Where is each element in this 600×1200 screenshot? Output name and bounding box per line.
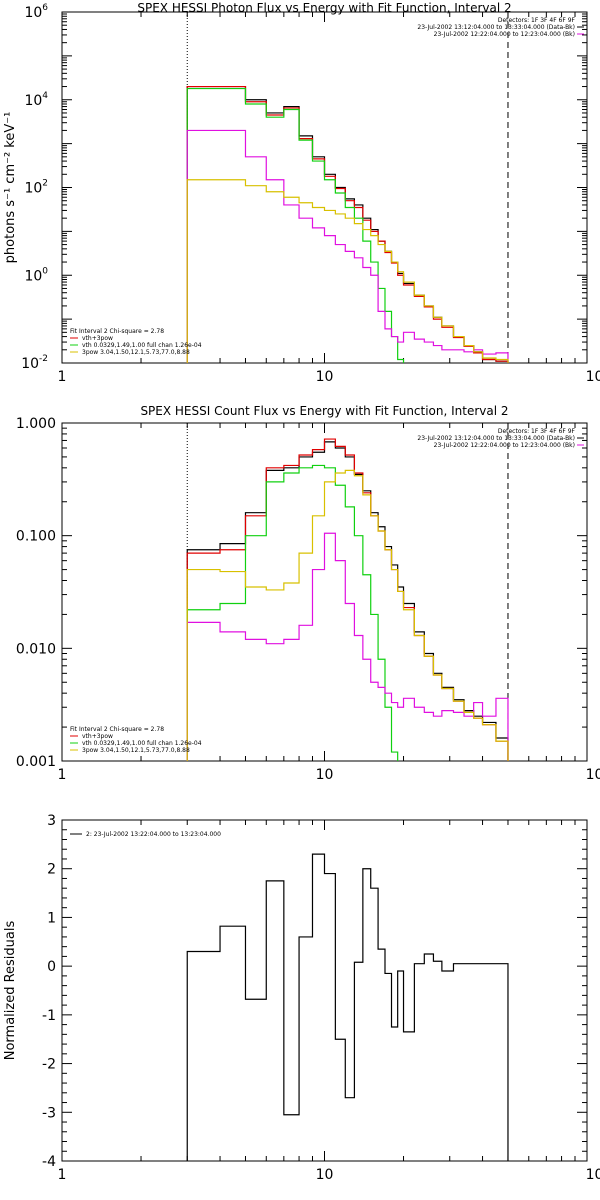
y-tick-label: 0.100 bbox=[16, 529, 56, 545]
legend-header: Fit Interval 2 Chi-square = 2.78 bbox=[70, 726, 164, 733]
series-line-2 bbox=[186, 438, 509, 761]
chart-panel-1: SPEX HESSI Photon Flux vs Energy with Fi… bbox=[3, 1, 600, 385]
y-tick-label: 0 bbox=[47, 959, 56, 975]
y-tick-label: -2 bbox=[42, 1057, 56, 1073]
legend-entry: 2: 23-Jul-2002 13:22:04.000 to 13:23:04.… bbox=[86, 831, 221, 838]
legend-entry: vth+3pow bbox=[82, 733, 113, 740]
info-line: 23-Jul-2002 13:12:04.000 to 13:33:04.000… bbox=[417, 435, 575, 442]
legend-entry: vth 0.0329,1.49,1.00 full chan 1.26e-04 bbox=[82, 740, 202, 747]
y-tick-label: 1.000 bbox=[16, 416, 56, 432]
y-tick-label: -4 bbox=[42, 1154, 56, 1170]
x-tick-label: 10 bbox=[316, 369, 334, 385]
y-tick-label: 0.001 bbox=[16, 754, 56, 770]
y-tick-label: 106 bbox=[24, 3, 48, 21]
y-tick-label: 1 bbox=[47, 910, 56, 926]
series-line-4 bbox=[186, 129, 509, 363]
x-tick-label: 1 bbox=[58, 369, 67, 385]
x-tick-label: 100 bbox=[586, 767, 600, 783]
y-axis-label: photons s⁻¹ cm⁻² keV⁻¹ bbox=[3, 112, 18, 264]
series-line-3 bbox=[186, 464, 399, 761]
y-tick-label: 0.010 bbox=[16, 641, 56, 657]
chart-panel-2: SPEX HESSI Count Flux vs Energy with Fit… bbox=[16, 404, 600, 783]
y-tick-label: 3 bbox=[47, 813, 56, 829]
info-line: 23-Jul-2002 13:12:04.000 to 13:33:04.000… bbox=[417, 24, 575, 31]
series-line-1 bbox=[186, 853, 509, 1161]
series-line-3 bbox=[186, 87, 405, 363]
y-tick-label: -3 bbox=[42, 1105, 56, 1121]
info-line: 23-Jul-2002 12:22:04.000 to 12:23:04.000… bbox=[434, 31, 575, 38]
series-line-1 bbox=[186, 441, 509, 761]
y-axis-label: Normalized Residuals bbox=[3, 921, 18, 1061]
x-tick-label: 1 bbox=[58, 1167, 67, 1183]
series-line-5 bbox=[186, 469, 509, 761]
y-tick-label: 10-2 bbox=[21, 354, 48, 372]
series-line-5 bbox=[186, 179, 509, 363]
y-tick-label: 100 bbox=[24, 266, 48, 284]
x-tick-label: 1 bbox=[58, 767, 67, 783]
x-tick-label: 10 bbox=[316, 767, 334, 783]
info-line: 23-Jul-2002 12:22:04.000 to 12:23:04.000… bbox=[434, 442, 575, 449]
legend-entry: vth+3pow bbox=[82, 335, 113, 342]
y-tick-label: 104 bbox=[24, 91, 48, 109]
y-tick-label: 102 bbox=[24, 179, 48, 197]
info-line: Detectors: 1F 3F 4F 6F 9F bbox=[498, 428, 576, 435]
y-tick-label: -1 bbox=[42, 1008, 56, 1024]
series-line-4 bbox=[186, 532, 509, 761]
x-tick-label: 100 bbox=[586, 369, 600, 385]
info-line: Detectors: 1F 3F 4F 6F 9F bbox=[498, 17, 576, 24]
legend-entry: 3pow 3.04,1.50,12.1,5.73,77.0,8.88 bbox=[82, 747, 190, 754]
legend-header: Fit Interval 2 Chi-square = 2.78 bbox=[70, 328, 164, 335]
x-tick-label: 100 bbox=[586, 1167, 600, 1183]
chart-title: SPEX HESSI Count Flux vs Energy with Fit… bbox=[140, 404, 508, 418]
chart-panel-3: 1 10 100 -4 -3 -2 -1 0 1 2 3 Normalized Residuals 2:… bbox=[3, 813, 600, 1183]
legend-entry: 3pow 3.04,1.50,12.1,5.73,77.0,8.88 bbox=[82, 349, 190, 356]
x-tick-label: 10 bbox=[316, 1167, 334, 1183]
y-tick-label: 2 bbox=[47, 862, 56, 878]
legend-entry: vth 0.0329,1.49,1.00 full chan 1.26e-04 bbox=[82, 342, 202, 349]
